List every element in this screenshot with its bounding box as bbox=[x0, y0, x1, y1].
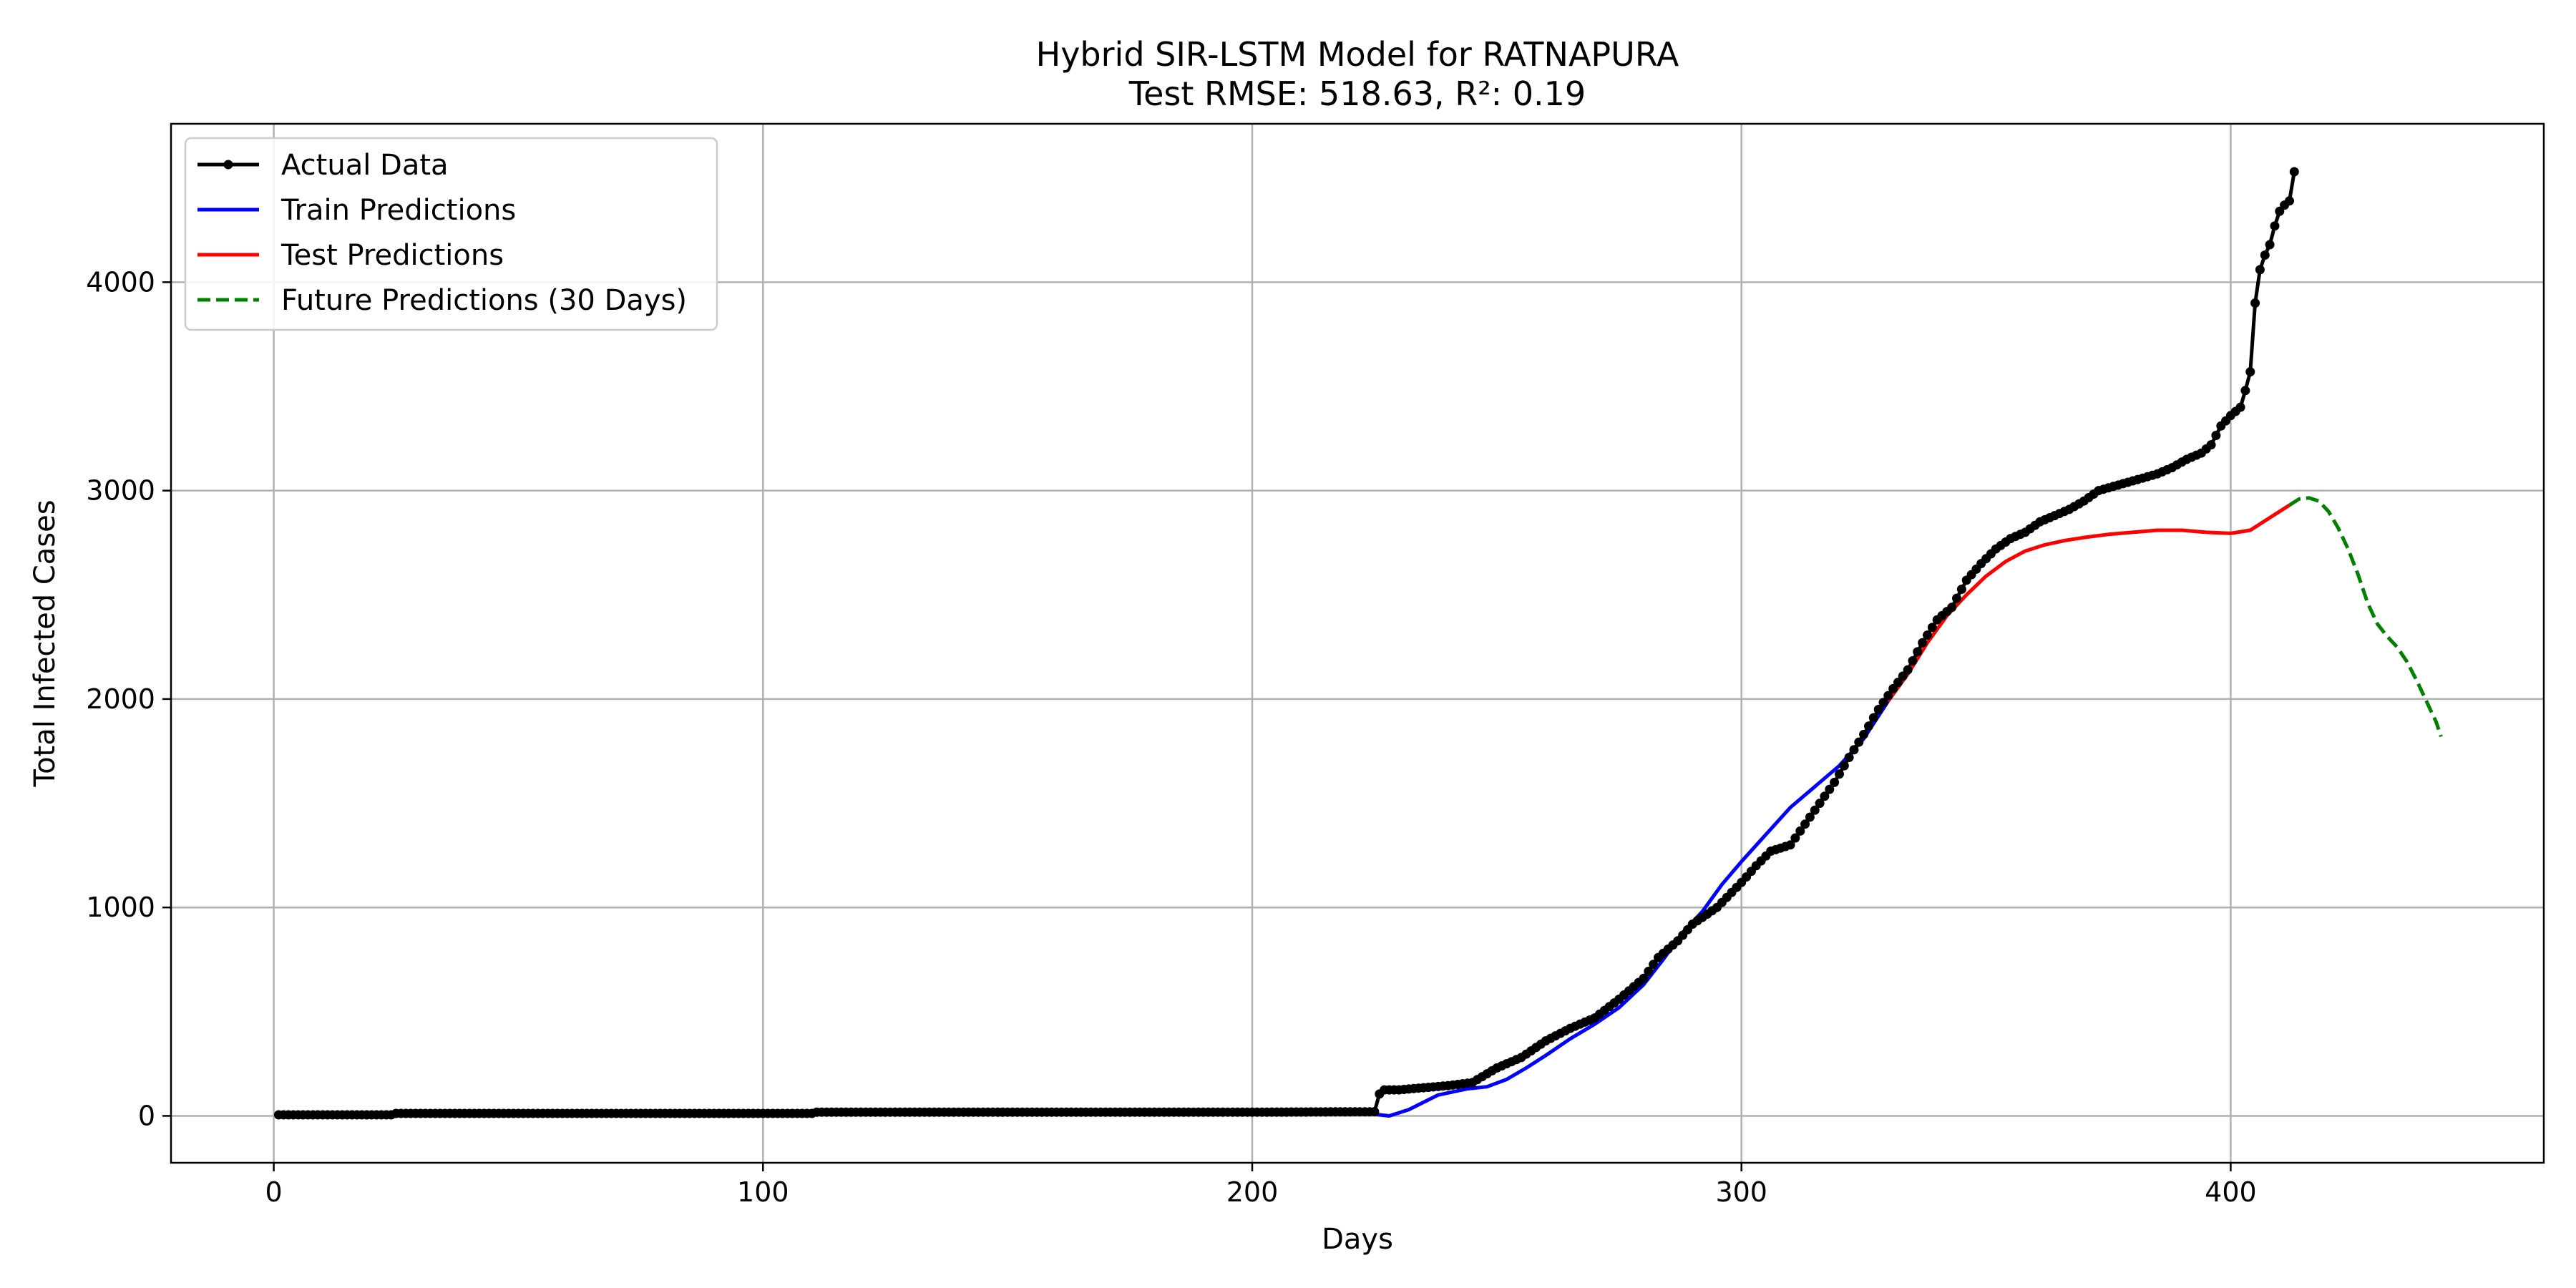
x-axis-label: Days bbox=[1322, 1223, 1393, 1256]
actual-data-point bbox=[1810, 805, 1820, 815]
legend-label: Train Predictions bbox=[280, 194, 516, 227]
actual-data-point bbox=[1952, 593, 1961, 603]
actual-data-point bbox=[2285, 196, 2294, 206]
x-tick-label: 100 bbox=[737, 1176, 789, 1208]
actual-data-point bbox=[1956, 585, 1966, 594]
series-layer bbox=[273, 167, 2443, 1120]
actual-data-point bbox=[1873, 705, 1883, 714]
actual-data-point bbox=[2289, 167, 2299, 177]
actual-data-point bbox=[1815, 799, 1825, 809]
legend-label: Actual Data bbox=[281, 149, 449, 182]
actual-data-point bbox=[1893, 678, 1903, 688]
actual-data-point bbox=[1649, 960, 1659, 970]
actual-data-point bbox=[1903, 665, 1913, 675]
actual-data-point bbox=[2206, 440, 2216, 450]
actual-data-markers bbox=[273, 167, 2299, 1120]
actual-data-point bbox=[1805, 812, 1815, 822]
actual-data-point bbox=[1800, 819, 1810, 829]
actual-data-point bbox=[1898, 671, 1908, 681]
actual-data-point bbox=[1825, 784, 1835, 794]
actual-data-point bbox=[1844, 753, 1854, 762]
actual-data-point bbox=[2265, 240, 2275, 250]
actual-data-point bbox=[2260, 250, 2270, 260]
actual-data-point bbox=[2250, 298, 2260, 308]
actual-data-point bbox=[1913, 647, 1923, 657]
actual-data-point bbox=[1859, 729, 1869, 739]
y-tick-label: 0 bbox=[138, 1100, 155, 1131]
actual-data-point bbox=[1785, 840, 1795, 850]
actual-data-point bbox=[1947, 602, 1957, 613]
actual-data-point bbox=[1864, 721, 1873, 731]
actual-data-point bbox=[2211, 431, 2221, 440]
actual-data-point bbox=[1370, 1107, 1380, 1117]
actual-data-point bbox=[1923, 630, 1932, 640]
y-tick-label: 4000 bbox=[86, 266, 155, 298]
actual-data-point bbox=[1795, 826, 1805, 836]
actual-data-point bbox=[1888, 683, 1898, 693]
actual-data-point bbox=[1883, 691, 1893, 701]
actual-data-point bbox=[1927, 623, 1937, 633]
plot-frame bbox=[170, 122, 2545, 1164]
actual-data-point bbox=[1854, 737, 1864, 747]
actual-data-point bbox=[1820, 791, 1830, 801]
legend-label: Test Predictions bbox=[280, 239, 504, 272]
actual-data-point bbox=[2245, 367, 2255, 377]
actual-data-point bbox=[1908, 656, 1918, 665]
actual-data-point bbox=[1839, 761, 1849, 771]
legend: Actual Data Train Predictions Test Predict… bbox=[184, 137, 718, 331]
actual-data-point bbox=[1644, 967, 1654, 976]
series-line-future-predictions-30-days bbox=[2288, 496, 2443, 738]
actual-data-point bbox=[1878, 698, 1888, 708]
x-tick-label: 400 bbox=[2205, 1176, 2257, 1208]
x-tick-label: 300 bbox=[1715, 1176, 1767, 1208]
x-tick-label: 200 bbox=[1226, 1176, 1279, 1208]
legend-marker bbox=[223, 160, 233, 170]
chart-title: Hybrid SIR-LSTM Model for RATNAPURA bbox=[1036, 35, 1679, 74]
actual-data-point bbox=[2255, 265, 2265, 275]
legend-box bbox=[184, 137, 718, 331]
x-tick-label: 0 bbox=[265, 1176, 282, 1208]
chart-subtitle: Test RMSE: 518.63, R²: 0.19 bbox=[1128, 74, 1586, 113]
y-axis-label: Total Infected Cases bbox=[29, 499, 62, 787]
actual-data-point bbox=[1790, 833, 1800, 843]
actual-data-point bbox=[2240, 386, 2250, 396]
actual-data-point bbox=[2270, 221, 2280, 231]
actual-data-point bbox=[2235, 402, 2245, 412]
y-tick-label: 3000 bbox=[86, 475, 155, 507]
actual-data-point bbox=[1918, 638, 1928, 648]
y-tick-label: 2000 bbox=[86, 683, 155, 715]
actual-data-point bbox=[1835, 769, 1844, 779]
legend-label: Future Predictions (30 Days) bbox=[281, 284, 687, 317]
actual-data-point bbox=[1830, 777, 1840, 787]
y-tick-label: 1000 bbox=[86, 892, 155, 923]
actual-data-point bbox=[2275, 206, 2285, 216]
actual-data-point bbox=[1849, 745, 1859, 755]
actual-data-point bbox=[1639, 973, 1649, 983]
actual-data-point bbox=[1868, 713, 1878, 723]
